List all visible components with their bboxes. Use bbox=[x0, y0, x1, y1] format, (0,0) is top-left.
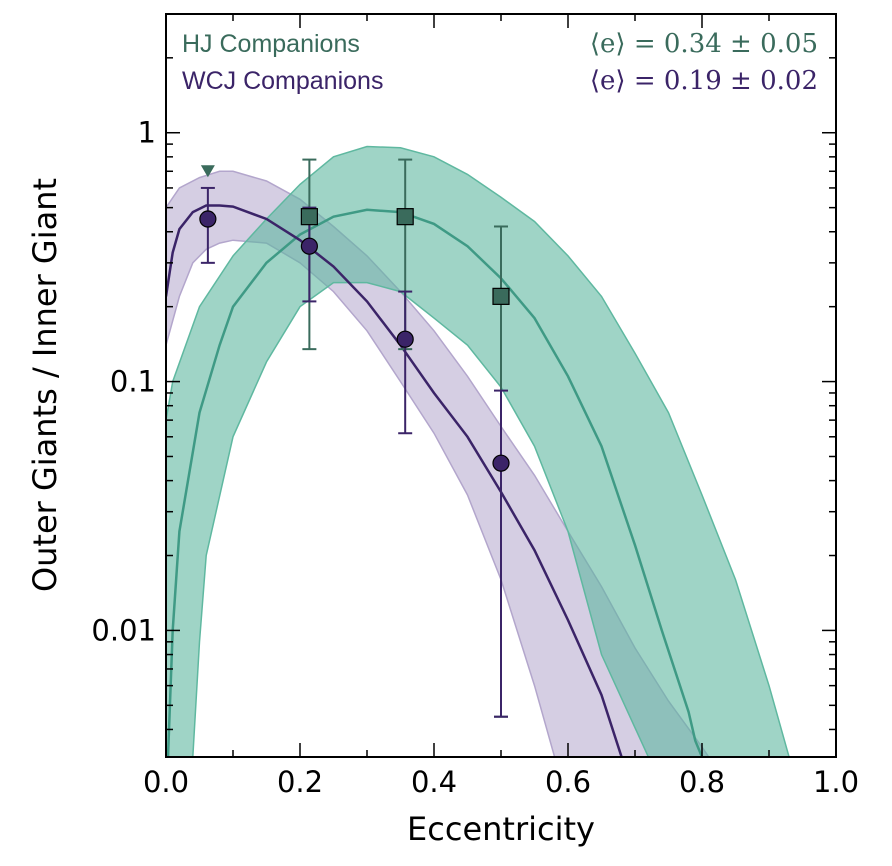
y-tick-label-2: 1 bbox=[138, 116, 156, 150]
wcj-point-2 bbox=[396, 330, 414, 348]
tick-labels: 0.0 0.2 0.4 0.6 0.8 1.0 0.01 0.1 1 bbox=[91, 116, 859, 799]
legend-hj-label: HJ Companions bbox=[182, 30, 360, 58]
model-lines bbox=[166, 204, 704, 757]
hj-model-band bbox=[166, 145, 790, 757]
hj-point-2 bbox=[492, 287, 510, 305]
x-tick-label-0: 0.0 bbox=[143, 765, 189, 799]
wcj-point-1 bbox=[300, 237, 318, 255]
y-tick-label-1: 0.1 bbox=[110, 365, 156, 399]
wcj-point-0 bbox=[199, 210, 217, 228]
wcj-error-bar-3 bbox=[494, 389, 508, 718]
hj-upper-limit-0 bbox=[200, 165, 215, 178]
hj-model-line bbox=[166, 208, 704, 757]
legend-hj-mean-ecc: ⟨e⟩ = 0.34 ± 0.05 bbox=[590, 29, 818, 59]
legend-wcj-label: WCJ Companions bbox=[182, 67, 383, 95]
x-tick-label-3: 0.6 bbox=[545, 765, 591, 799]
wcj-point-3 bbox=[492, 454, 510, 472]
x-axis-label: Eccentricity bbox=[407, 810, 595, 848]
hj-point-1 bbox=[396, 208, 414, 226]
data-markers bbox=[199, 165, 510, 472]
y-tick-label-0: 0.01 bbox=[91, 613, 156, 647]
x-tick-label-5: 1.0 bbox=[813, 765, 859, 799]
axis-ticks bbox=[165, 13, 837, 757]
legend-wcj-mean-ecc: ⟨e⟩ = 0.19 ± 0.02 bbox=[590, 66, 818, 96]
x-tick-label-2: 0.4 bbox=[411, 765, 457, 799]
x-tick-label-4: 0.8 bbox=[679, 765, 725, 799]
x-tick-label-1: 0.2 bbox=[277, 765, 323, 799]
wcj-error-bar-2 bbox=[398, 290, 413, 435]
y-axis-label: Outer Giants / Inner Giant bbox=[26, 178, 64, 592]
hj-point-0 bbox=[300, 208, 318, 226]
wcj-model-line bbox=[166, 204, 623, 757]
